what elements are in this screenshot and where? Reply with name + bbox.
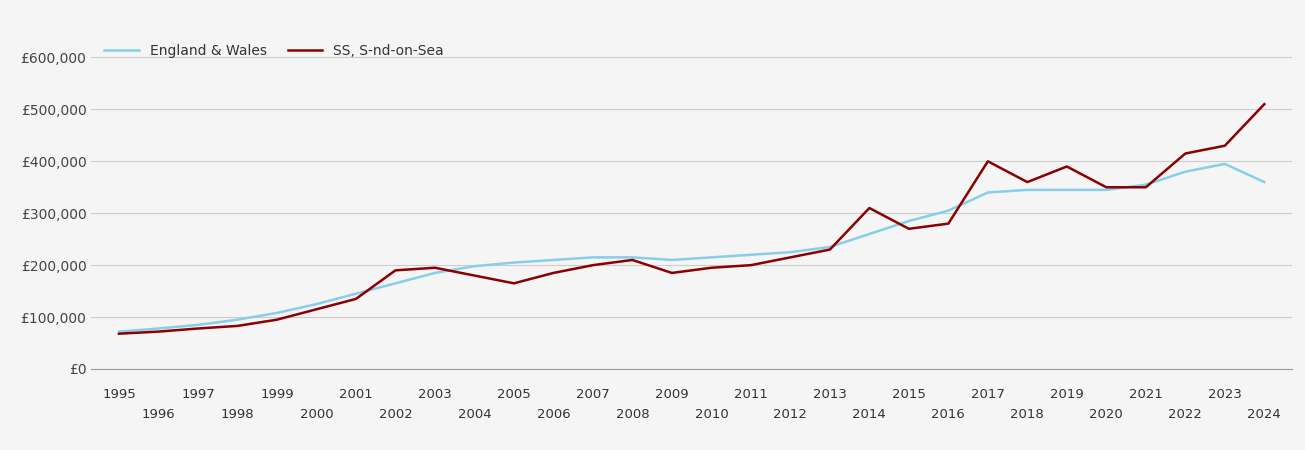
Text: 2007: 2007	[576, 388, 609, 401]
SS, S-nd-on-Sea	[269, 317, 284, 322]
England & Wales	[822, 244, 838, 250]
SS, S-nd-on-Sea	[191, 326, 206, 331]
Text: 2011: 2011	[733, 388, 767, 401]
Text: 2003: 2003	[418, 388, 452, 401]
England & Wales	[1257, 180, 1272, 185]
Text: 2021: 2021	[1129, 388, 1163, 401]
SS, S-nd-on-Sea	[703, 265, 719, 270]
England & Wales	[506, 260, 522, 265]
Text: 2020: 2020	[1090, 408, 1124, 421]
England & Wales	[743, 252, 758, 257]
England & Wales	[1060, 187, 1075, 193]
Text: 1998: 1998	[221, 408, 254, 421]
SS, S-nd-on-Sea	[348, 296, 364, 302]
SS, S-nd-on-Sea	[900, 226, 916, 231]
SS, S-nd-on-Sea	[822, 247, 838, 252]
Text: 2006: 2006	[536, 408, 570, 421]
England & Wales	[427, 270, 442, 276]
England & Wales	[1019, 187, 1035, 193]
Line: England & Wales: England & Wales	[119, 164, 1265, 332]
SS, S-nd-on-Sea	[150, 329, 166, 334]
England & Wales	[1138, 182, 1154, 187]
SS, S-nd-on-Sea	[1060, 164, 1075, 169]
England & Wales	[111, 329, 127, 334]
England & Wales	[545, 257, 561, 263]
England & Wales	[1099, 187, 1114, 193]
England & Wales	[900, 218, 916, 224]
Text: 2013: 2013	[813, 388, 847, 401]
England & Wales	[664, 257, 680, 263]
SS, S-nd-on-Sea	[625, 257, 641, 263]
Text: 1997: 1997	[181, 388, 215, 401]
England & Wales	[980, 190, 996, 195]
Text: 2022: 2022	[1168, 408, 1202, 421]
England & Wales	[861, 231, 877, 237]
Text: 2023: 2023	[1208, 388, 1242, 401]
Text: 2000: 2000	[300, 408, 333, 421]
Text: 2001: 2001	[339, 388, 373, 401]
Line: SS, S-nd-on-Sea: SS, S-nd-on-Sea	[119, 104, 1265, 334]
England & Wales	[1177, 169, 1193, 175]
Text: 2012: 2012	[774, 408, 808, 421]
SS, S-nd-on-Sea	[230, 323, 245, 328]
SS, S-nd-on-Sea	[1257, 102, 1272, 107]
Text: 2015: 2015	[891, 388, 925, 401]
England & Wales	[150, 326, 166, 331]
Text: 2014: 2014	[852, 408, 886, 421]
SS, S-nd-on-Sea	[1019, 180, 1035, 185]
Text: 2005: 2005	[497, 388, 531, 401]
Text: 2019: 2019	[1051, 388, 1083, 401]
SS, S-nd-on-Sea	[783, 255, 799, 260]
England & Wales	[191, 322, 206, 328]
England & Wales	[269, 310, 284, 315]
Text: 2004: 2004	[458, 408, 491, 421]
SS, S-nd-on-Sea	[1177, 151, 1193, 156]
Text: 1999: 1999	[260, 388, 294, 401]
England & Wales	[783, 249, 799, 255]
Text: 2017: 2017	[971, 388, 1005, 401]
England & Wales	[309, 302, 325, 307]
England & Wales	[467, 264, 483, 269]
SS, S-nd-on-Sea	[545, 270, 561, 276]
SS, S-nd-on-Sea	[1138, 184, 1154, 190]
SS, S-nd-on-Sea	[506, 281, 522, 286]
Legend: England & Wales, SS, S-nd-on-Sea: England & Wales, SS, S-nd-on-Sea	[98, 38, 449, 63]
Text: 2018: 2018	[1010, 408, 1044, 421]
England & Wales	[230, 317, 245, 322]
Text: 1996: 1996	[142, 408, 175, 421]
Text: 2016: 2016	[932, 408, 966, 421]
SS, S-nd-on-Sea	[743, 262, 758, 268]
England & Wales	[625, 255, 641, 260]
England & Wales	[585, 255, 600, 260]
SS, S-nd-on-Sea	[585, 262, 600, 268]
Text: 2002: 2002	[378, 408, 412, 421]
SS, S-nd-on-Sea	[941, 221, 957, 226]
England & Wales	[941, 208, 957, 213]
SS, S-nd-on-Sea	[388, 268, 403, 273]
England & Wales	[1218, 161, 1233, 166]
Text: 2008: 2008	[616, 408, 649, 421]
SS, S-nd-on-Sea	[1218, 143, 1233, 148]
Text: 1995: 1995	[102, 388, 136, 401]
SS, S-nd-on-Sea	[467, 273, 483, 278]
SS, S-nd-on-Sea	[309, 306, 325, 312]
England & Wales	[703, 255, 719, 260]
SS, S-nd-on-Sea	[861, 205, 877, 211]
SS, S-nd-on-Sea	[111, 331, 127, 337]
England & Wales	[348, 291, 364, 297]
England & Wales	[388, 281, 403, 286]
SS, S-nd-on-Sea	[980, 158, 996, 164]
Text: 2009: 2009	[655, 388, 689, 401]
Text: 2024: 2024	[1248, 408, 1282, 421]
SS, S-nd-on-Sea	[427, 265, 442, 270]
SS, S-nd-on-Sea	[664, 270, 680, 276]
Text: 2010: 2010	[694, 408, 728, 421]
SS, S-nd-on-Sea	[1099, 184, 1114, 190]
